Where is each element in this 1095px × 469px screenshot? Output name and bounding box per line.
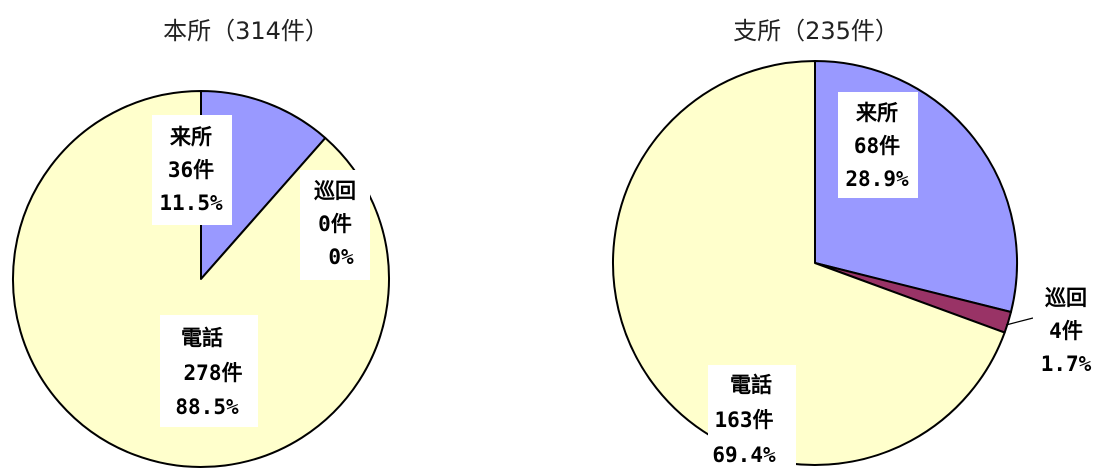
slice-count: 36件	[168, 158, 214, 182]
data-label-box	[838, 92, 918, 198]
slice-name: 電話	[730, 373, 772, 397]
pie-chart-shisho	[611, 60, 1018, 466]
slice-count: 163件	[715, 408, 774, 432]
data-label-denwa: 電話 163件 69.4%	[708, 365, 796, 469]
slice-raisho	[200, 90, 327, 280]
leader-line	[1005, 317, 1034, 326]
slice-percent: 28.9%	[845, 167, 909, 191]
chart-title: 本所（314件）	[163, 17, 329, 45]
data-label-box	[1033, 280, 1093, 385]
slice-name: 来所	[856, 101, 898, 125]
slice-percent: 69.4%	[712, 443, 776, 467]
slice-count: 68件	[854, 134, 900, 158]
chart-title: 支所（235件）	[733, 17, 899, 45]
data-label-junkai: 巡回 4件 1.7%	[1033, 280, 1093, 385]
data-label-box	[708, 365, 796, 469]
slice-name: 来所	[170, 125, 212, 149]
slice-denwa	[12, 90, 391, 468]
slice-name: 巡回	[1045, 286, 1087, 310]
slice-denwa	[611, 60, 1006, 466]
data-label-raisho: 来所 36件 11.5%	[152, 115, 232, 225]
slice-name: 電話	[181, 326, 223, 350]
slice-percent: 1.7%	[1041, 352, 1092, 376]
data-label-junkai: 巡回 0件 0%	[300, 170, 370, 280]
pie-chart-honsho	[12, 90, 391, 468]
data-label-denwa: 電話 278件 88.5%	[160, 315, 258, 427]
slice-percent: 88.5%	[175, 395, 239, 419]
slice-count: 278件	[184, 361, 243, 385]
slice-percent: 11.5%	[159, 191, 223, 215]
slice-count: 0件	[318, 212, 352, 236]
slice-percent: 0%	[328, 245, 354, 269]
data-label-raisho: 来所 68件 28.9%	[838, 92, 918, 198]
data-label-box	[160, 315, 258, 427]
slice-count: 4件	[1049, 319, 1083, 343]
slice-name: 巡回	[314, 179, 356, 203]
data-label-box	[152, 115, 232, 225]
data-label-box	[300, 170, 370, 280]
